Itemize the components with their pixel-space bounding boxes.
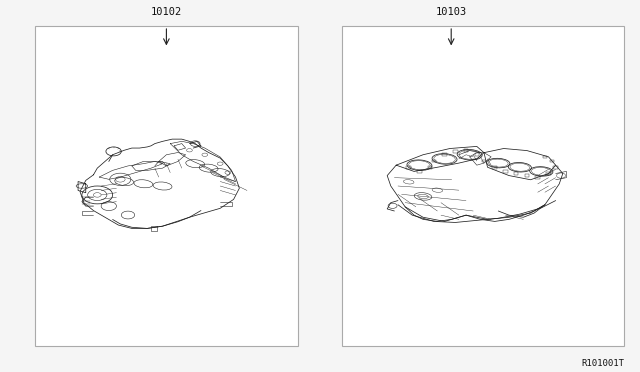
- Bar: [428, 166, 433, 169]
- Bar: [442, 153, 447, 156]
- Bar: [475, 153, 479, 156]
- Bar: [431, 160, 436, 162]
- Bar: [342, 26, 624, 346]
- Bar: [543, 155, 547, 158]
- Bar: [35, 26, 298, 346]
- Bar: [482, 160, 486, 162]
- Bar: [464, 149, 468, 152]
- Bar: [550, 160, 554, 162]
- Text: 10103: 10103: [436, 7, 467, 17]
- Bar: [554, 166, 558, 169]
- Bar: [493, 166, 497, 169]
- Bar: [453, 150, 458, 153]
- Bar: [406, 166, 411, 169]
- Bar: [525, 174, 529, 177]
- Bar: [514, 172, 518, 175]
- Bar: [503, 170, 508, 173]
- Text: R101001T: R101001T: [581, 359, 624, 368]
- Text: 10102: 10102: [151, 7, 182, 17]
- Bar: [536, 176, 540, 179]
- Bar: [547, 172, 550, 175]
- Bar: [417, 170, 422, 173]
